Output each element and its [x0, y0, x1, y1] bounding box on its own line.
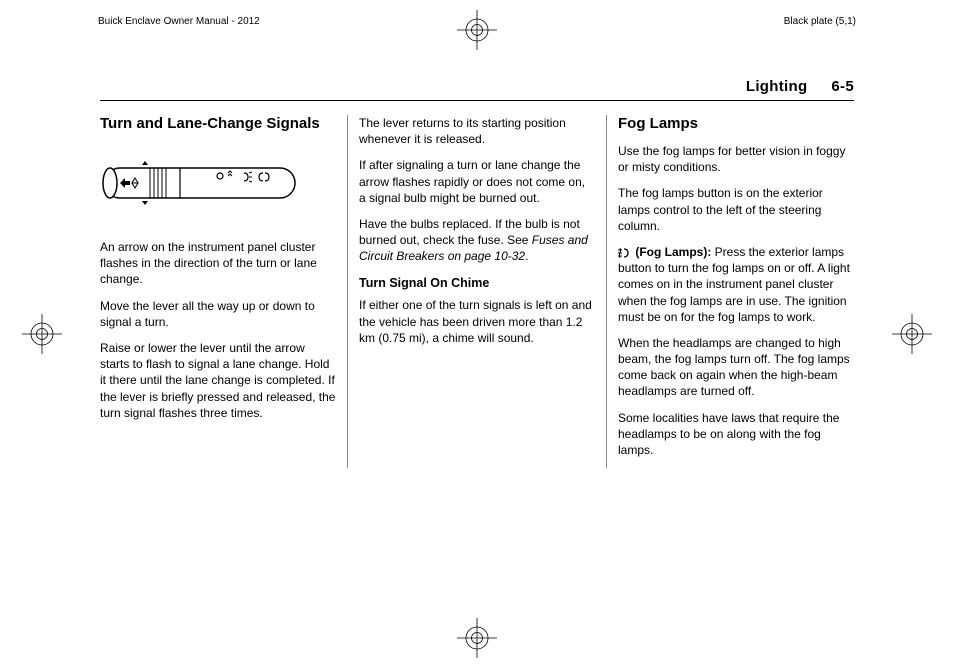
- fog-lamp-icon: [618, 247, 632, 259]
- section-name: Lighting: [746, 78, 808, 95]
- page: Buick Enclave Owner Manual - 2012 Black …: [0, 0, 954, 668]
- paragraph: Move the lever all the way up or down to…: [100, 298, 336, 330]
- heading-turn-signals: Turn and Lane-Change Signals: [100, 115, 336, 133]
- registration-mark-icon: [892, 314, 932, 354]
- paragraph: The lever returns to its starting positi…: [359, 115, 595, 147]
- content-area: Lighting 6-5 Turn and Lane-Change Signals: [100, 78, 854, 608]
- columns: Turn and Lane-Change Signals: [100, 115, 854, 468]
- manual-title: Buick Enclave Owner Manual - 2012: [98, 16, 260, 27]
- page-header: Lighting 6-5: [100, 78, 854, 101]
- lever-illustration: [100, 143, 300, 223]
- paragraph: Have the bulbs replaced. If the bulb is …: [359, 216, 595, 265]
- paragraph: The fog lamps button is on the exterior …: [618, 185, 854, 234]
- paragraph: When the headlamps are changed to high b…: [618, 335, 854, 400]
- column-2: The lever returns to its starting positi…: [348, 115, 607, 468]
- paragraph: If after signaling a turn or lane change…: [359, 157, 595, 206]
- registration-mark-icon: [22, 314, 62, 354]
- paragraph: If either one of the turn signals is lef…: [359, 297, 595, 346]
- registration-mark-icon: [457, 10, 497, 50]
- paragraph: Use the fog lamps for better vision in f…: [618, 143, 854, 175]
- paragraph: An arrow on the instrument panel cluster…: [100, 239, 336, 288]
- registration-mark-icon: [457, 618, 497, 658]
- fog-lamps-label: (Fog Lamps):: [632, 245, 711, 259]
- page-number: 6-5: [831, 78, 854, 95]
- text: .: [525, 249, 528, 263]
- paragraph: Some localities have laws that require t…: [618, 410, 854, 459]
- plate-info: Black plate (5,1): [784, 16, 856, 27]
- column-3: Fog Lamps Use the fog lamps for better v…: [607, 115, 854, 468]
- heading-chime: Turn Signal On Chime: [359, 275, 595, 292]
- heading-fog-lamps: Fog Lamps: [618, 115, 854, 133]
- paragraph: (Fog Lamps): Press the exterior lamps bu…: [618, 244, 854, 325]
- paragraph: Raise or lower the lever until the arrow…: [100, 340, 336, 421]
- column-1: Turn and Lane-Change Signals: [100, 115, 348, 468]
